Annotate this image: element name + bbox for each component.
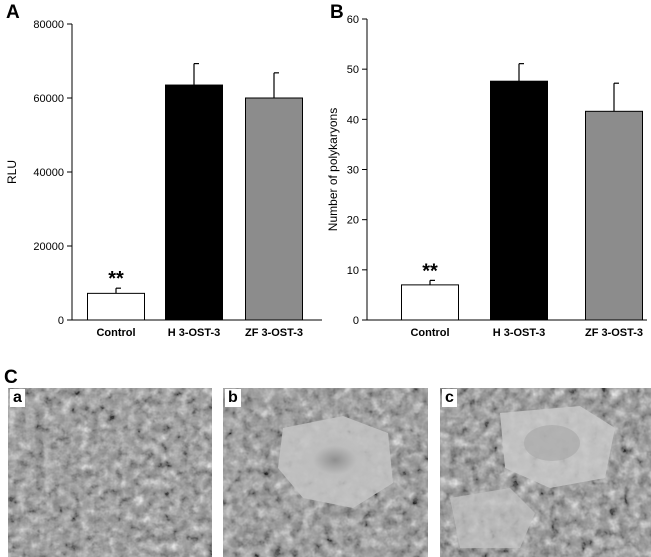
micrograph-a-image <box>8 388 212 557</box>
bar <box>401 284 459 321</box>
y-tick-label: 20 <box>347 215 359 227</box>
panel-label-c: C <box>4 367 18 388</box>
micrograph-b: b <box>223 388 428 557</box>
y-tick-label: 30 <box>347 165 359 177</box>
y-tick-label: 50 <box>347 64 359 76</box>
bar <box>585 110 643 321</box>
y-tick-label: 60 <box>347 14 359 26</box>
significance-annotation: ** <box>422 260 438 282</box>
y-tick-label: 0 <box>58 315 64 327</box>
panel-label-b: B <box>330 2 344 23</box>
chart-b: 0 10 20 30 40 50 60 Number of polykaryons Contro… <box>326 14 647 339</box>
micrograph-c: c <box>440 388 651 557</box>
micrograph-a: a <box>8 388 212 557</box>
y-tick-label: 40000 <box>33 167 64 179</box>
micrograph-label-a: a <box>10 389 25 407</box>
bar <box>165 84 223 321</box>
micrograph-label-c: c <box>442 389 457 407</box>
bar <box>245 97 303 321</box>
x-tick-label: Control <box>410 327 449 339</box>
y-axis-label: RLU <box>5 160 19 184</box>
y-tick-label: 80000 <box>33 19 64 31</box>
y-axis-label: Number of polykaryons <box>326 108 340 231</box>
bar <box>87 292 145 321</box>
x-tick-label: ZF 3-OST-3 <box>585 327 643 339</box>
x-tick-label: H 3-OST-3 <box>493 327 546 339</box>
y-tick-label: 20000 <box>33 241 64 253</box>
panel-label-a: A <box>6 2 20 23</box>
significance-annotation: ** <box>108 268 124 290</box>
x-tick-label: ZF 3-OST-3 <box>245 327 303 339</box>
micrograph-c-image <box>440 388 651 557</box>
bar <box>490 80 548 321</box>
y-tick-label: 40 <box>347 114 359 126</box>
y-tick-label: 0 <box>353 315 359 327</box>
micrograph-label-b: b <box>225 389 241 407</box>
micrograph-b-image <box>223 388 428 557</box>
y-tick-label: 10 <box>347 265 359 277</box>
x-tick-label: H 3-OST-3 <box>168 327 221 339</box>
y-tick-label: 60000 <box>33 93 64 105</box>
x-tick-label: Control <box>96 327 135 339</box>
chart-a: 0 20000 40000 60000 80000 RLU Control ** H 3-OST… <box>5 19 322 339</box>
